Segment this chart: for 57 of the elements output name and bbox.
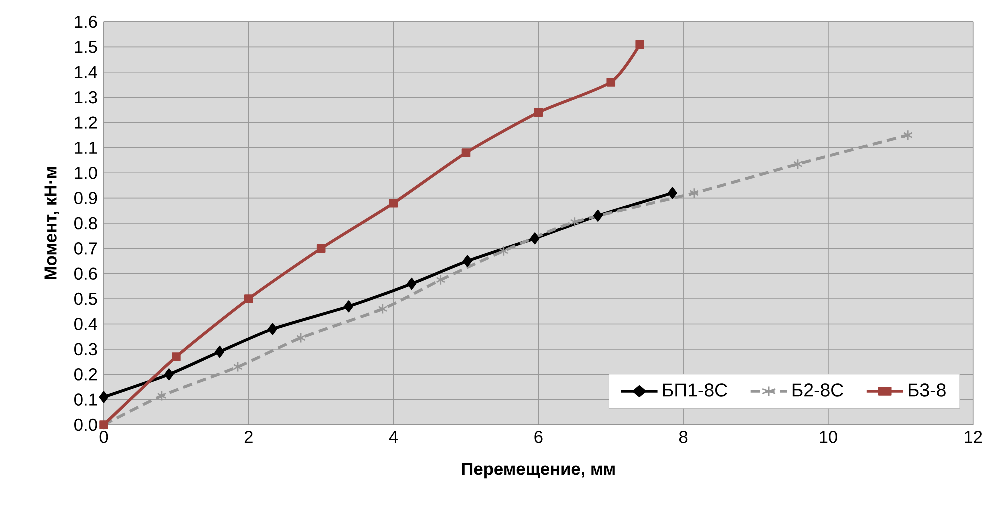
point [407,278,417,290]
y-tick-label: 0.0 [74,418,98,432]
y-tick-label: 0.8 [74,217,98,230]
y-tick-label: 0.9 [74,192,98,204]
point [530,232,540,245]
x-axis-title: Перемещение, мм [462,463,615,479]
x-tick-label: 0 [100,431,108,444]
point [668,187,678,200]
y-tick-label: 1.2 [75,116,98,129]
y-tick-label: 0.4 [74,318,98,330]
legend-label: Б3-8 [908,384,946,397]
point [793,158,803,170]
y-tick-label: 0.1 [74,394,98,406]
point [903,130,913,141]
point [499,246,509,257]
point [436,274,446,286]
point [593,210,603,222]
point [172,352,181,362]
y-axis-title: Момент, кН·м [44,168,60,280]
x-tick-label: 12 [965,431,982,444]
point [344,300,354,313]
point [462,148,471,158]
y-tick-label: 1.1 [75,142,98,154]
point [99,391,109,404]
y-tick-label: 0.5 [74,292,98,306]
point [378,304,388,314]
point [570,216,580,228]
point [606,78,616,87]
point [636,40,644,50]
point [215,346,225,358]
point [157,390,167,402]
y-tick-label: 1.5 [75,41,98,54]
point [233,362,243,372]
x-tick-label: 10 [820,431,838,444]
x-tick-label: 8 [680,431,688,444]
legend-label: Б2-8С [792,384,844,397]
y-tick-label: 1.0 [75,166,98,180]
point [316,244,326,254]
point [534,108,544,118]
point [690,188,700,199]
y-tick-label: 0.7 [74,242,98,255]
y-tick-label: 0.3 [74,343,98,356]
point [296,332,306,344]
point [244,294,254,304]
y-tick-label: 0.6 [74,268,98,280]
x-tick-label: 2 [244,431,253,444]
point [463,255,472,268]
y-tick-label: 1.4 [75,66,98,78]
x-tick-label: 4 [389,431,398,443]
y-tick-label: 1.6 [75,16,98,28]
point [268,323,278,336]
y-tick-label: 0.2 [74,368,98,381]
point [164,368,174,381]
point [389,198,398,208]
legend-label: БП1-8С [663,384,728,397]
y-tick-label: 1.3 [75,91,98,104]
x-tick-label: 6 [534,431,543,444]
